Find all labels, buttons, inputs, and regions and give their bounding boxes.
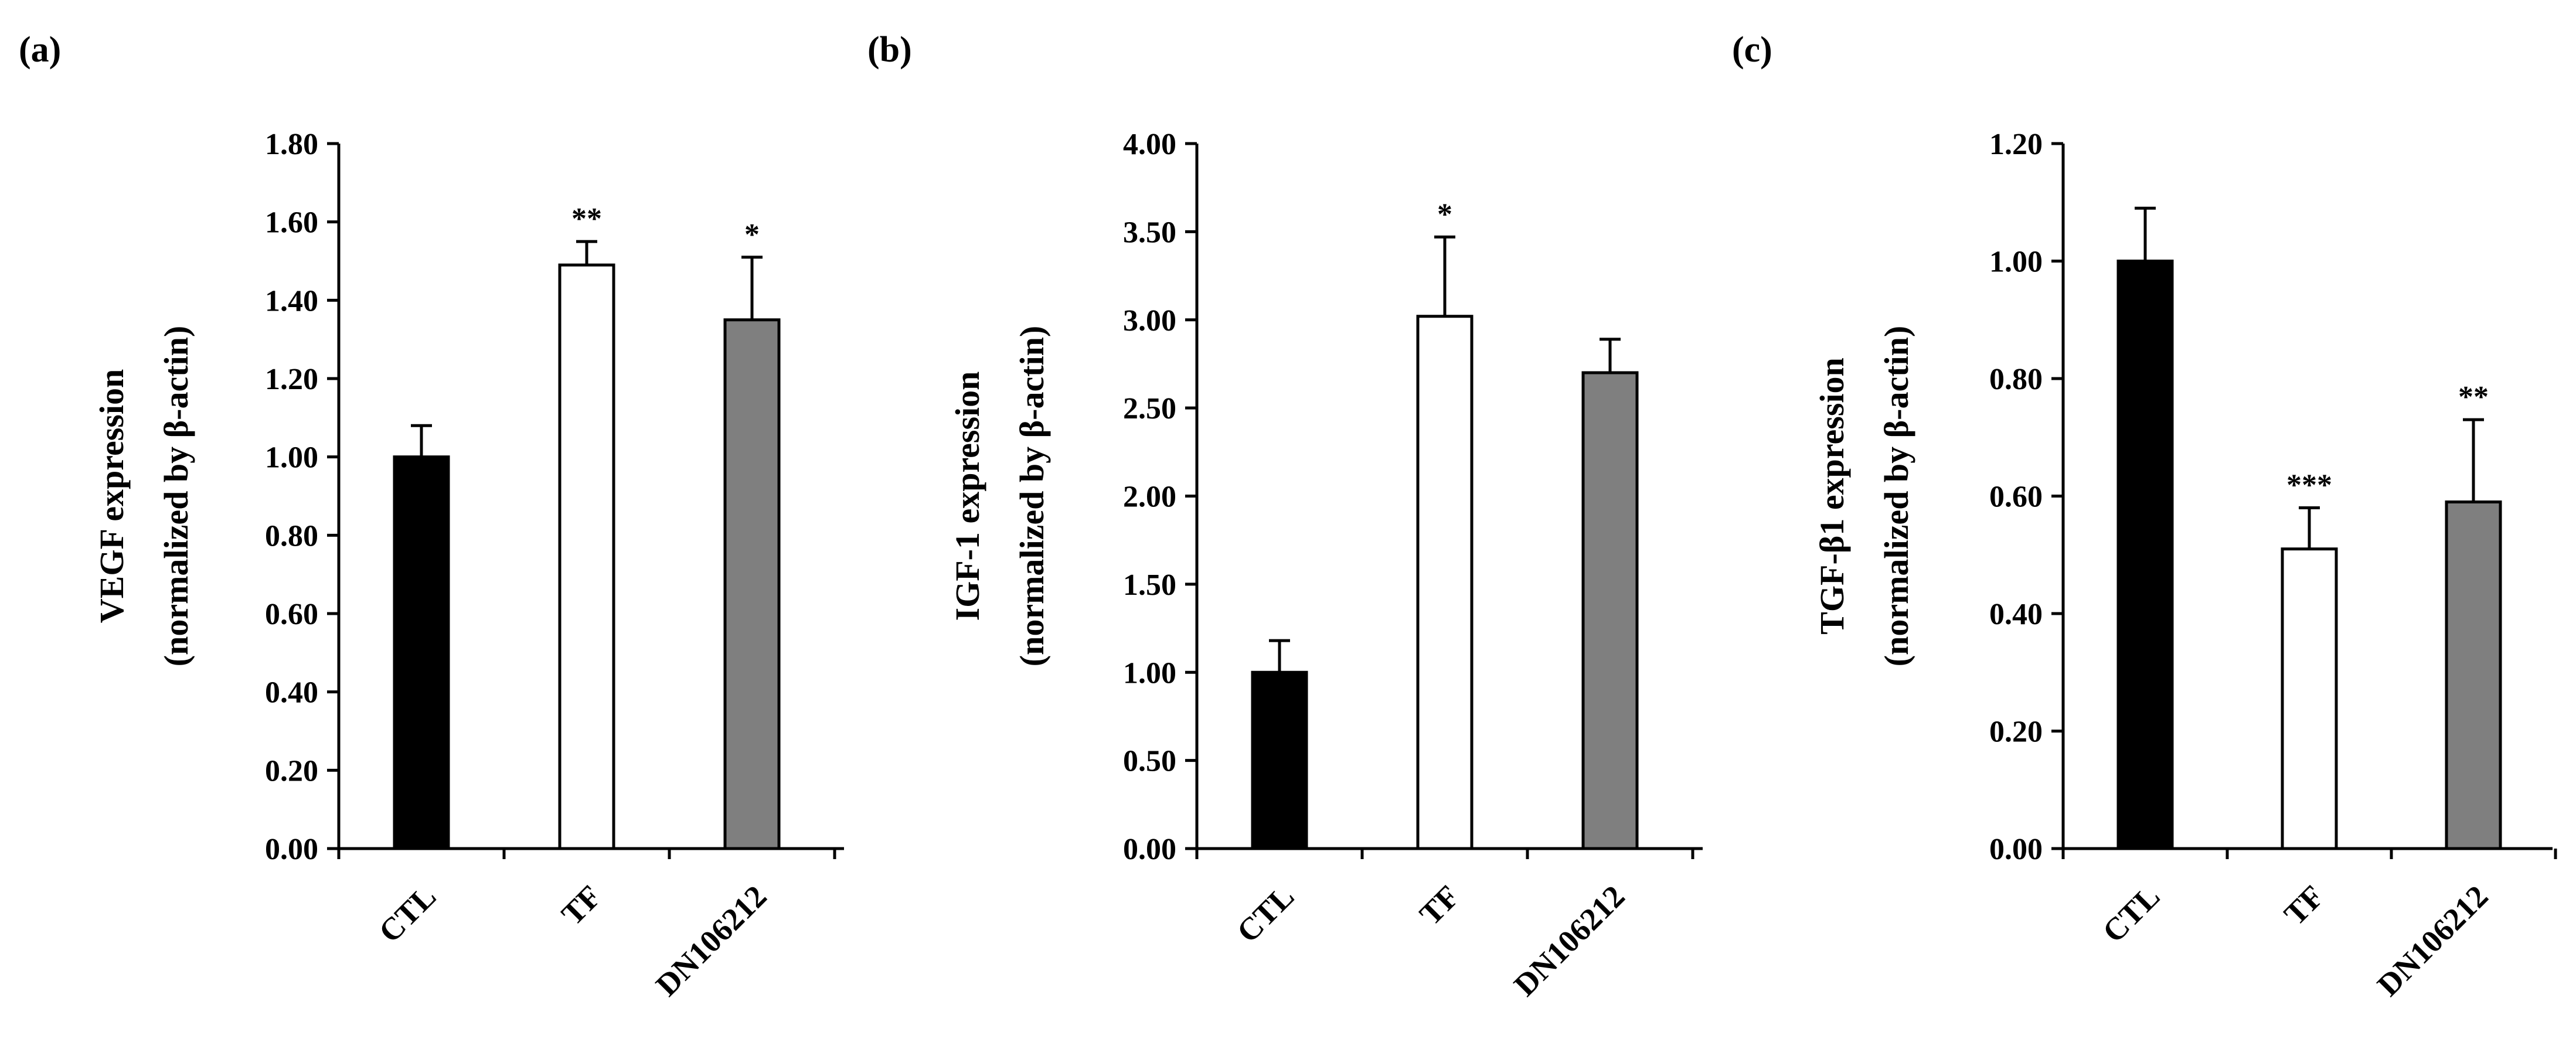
panel-label: (b) xyxy=(867,30,912,70)
y-tick-label: 0.80 xyxy=(1989,363,2043,396)
y-axis-title: TGF-β1 expression xyxy=(1813,357,1851,635)
x-tick-label: DN106212 xyxy=(1507,878,1631,1003)
bar xyxy=(2445,500,2502,850)
y-tick-label: 3.50 xyxy=(1123,216,1176,249)
y-tick-label: 1.20 xyxy=(265,363,318,396)
panel-label: (a) xyxy=(19,30,61,70)
x-tick-label: DN106212 xyxy=(649,878,773,1003)
significance-label: ** xyxy=(2458,380,2489,414)
significance-label: ** xyxy=(571,202,602,236)
y-tick-label: 2.00 xyxy=(1123,481,1176,514)
bar xyxy=(393,455,450,850)
x-tick-label: TF xyxy=(554,878,608,932)
y-axis-title: VEGF expression xyxy=(93,369,131,623)
significance-label: * xyxy=(1437,197,1452,231)
y-axis-title: (normalized by β-actin) xyxy=(1013,326,1051,666)
y-tick-label: 0.60 xyxy=(265,598,318,631)
y-tick-label: 1.00 xyxy=(1989,246,2043,279)
y-tick-label: 0.60 xyxy=(1989,481,2043,514)
y-axis-title: IGF-1 expression xyxy=(948,372,986,621)
x-tick-label: TF xyxy=(2277,878,2330,932)
y-tick-label: 1.60 xyxy=(265,206,318,240)
bar xyxy=(1416,315,1474,850)
x-tick-label: CTL xyxy=(372,878,443,949)
y-tick-label: 1.50 xyxy=(1123,568,1176,602)
panel-label: (c) xyxy=(1732,30,1772,70)
y-tick-label: 1.20 xyxy=(1989,128,2043,161)
y-tick-label: 2.50 xyxy=(1123,392,1176,425)
y-tick-label: 0.00 xyxy=(1123,833,1176,866)
y-tick-label: 0.20 xyxy=(265,754,318,788)
y-tick-label: 0.00 xyxy=(265,833,318,866)
y-tick-label: 0.00 xyxy=(1989,833,2043,866)
y-tick-label: 4.00 xyxy=(1123,128,1176,161)
x-tick-label: TF xyxy=(1413,878,1466,932)
y-tick-label: 0.40 xyxy=(265,676,318,710)
x-tick-label: DN106212 xyxy=(2370,878,2495,1003)
y-tick-label: 1.00 xyxy=(1123,656,1176,690)
y-tick-label: 1.80 xyxy=(265,128,318,161)
y-axis-title: (normalized by β-actin) xyxy=(157,326,195,666)
y-tick-label: 0.40 xyxy=(1989,598,2043,631)
x-tick-label: CTL xyxy=(1230,878,1301,949)
bar xyxy=(723,318,781,850)
bar xyxy=(2116,260,2174,850)
significance-label: *** xyxy=(2286,469,2332,502)
y-tick-label: 0.80 xyxy=(265,519,318,553)
y-tick-label: 0.50 xyxy=(1123,745,1176,778)
bar xyxy=(1251,670,1308,850)
y-tick-label: 1.00 xyxy=(265,441,318,475)
bar xyxy=(558,263,615,850)
bar xyxy=(2281,547,2338,850)
y-tick-label: 1.40 xyxy=(265,284,318,318)
y-tick-label: 0.20 xyxy=(1989,716,2043,749)
bar xyxy=(1581,371,1639,850)
x-tick-label: CTL xyxy=(2096,878,2167,949)
y-tick-label: 3.00 xyxy=(1123,304,1176,338)
significance-label: * xyxy=(744,218,760,251)
y-axis-title: (normalized by β-actin) xyxy=(1877,326,1915,666)
